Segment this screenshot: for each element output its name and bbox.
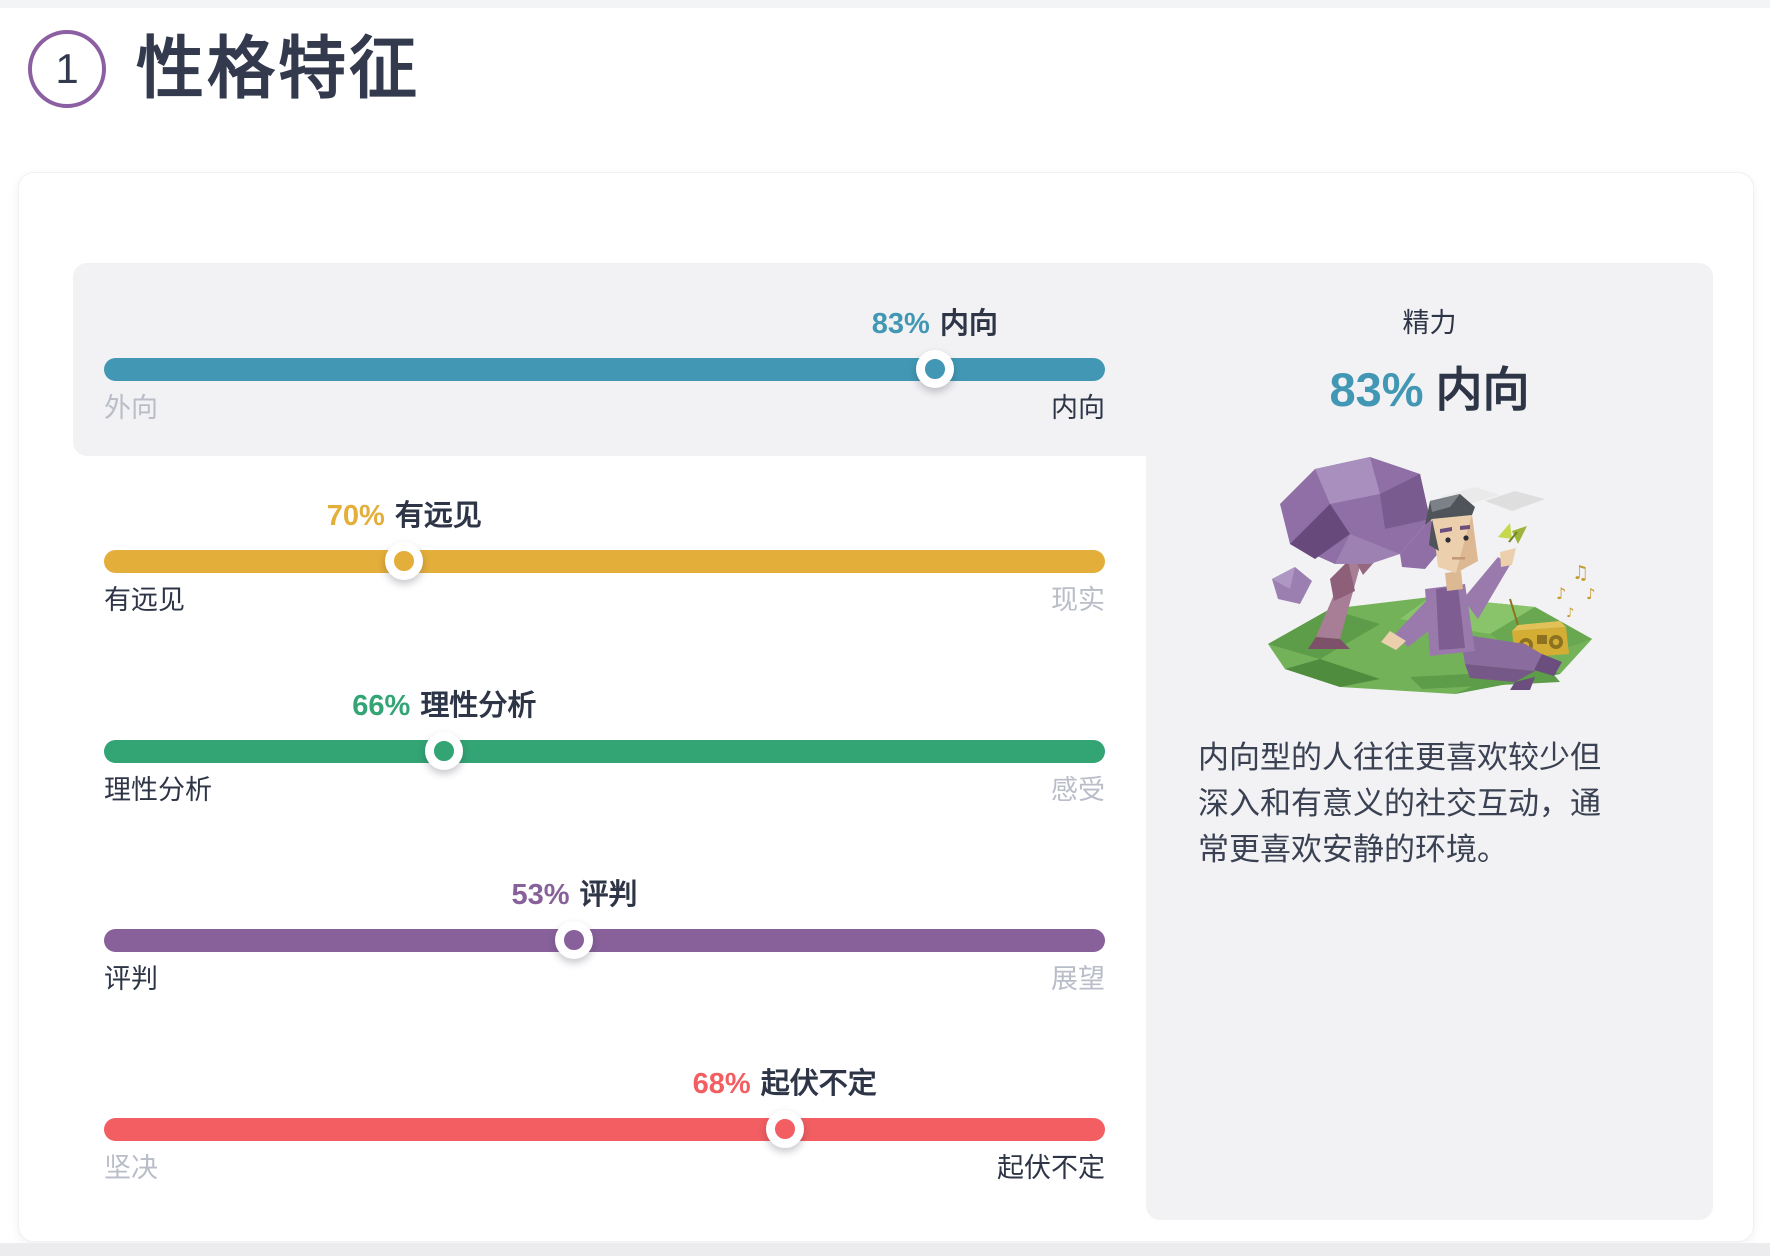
trait-detail-panel: 精力 83% 内向 <box>1146 263 1713 1220</box>
introvert-illustration: ♪ ♫ ♪ ♪ <box>1267 457 1596 694</box>
svg-text:♪: ♪ <box>1566 606 1574 621</box>
trait-slider-handle[interactable] <box>765 1110 804 1148</box>
trait-dominant-name: 内向 <box>939 308 998 340</box>
trait-description-line: 内向型的人往往更喜欢较少但 <box>1198 740 1601 775</box>
trait-value-label: 70% 有远见 <box>327 498 482 534</box>
page-bottom-divider <box>0 1243 1770 1256</box>
trait-pole-labels: 理性分析 感受 <box>104 774 1105 806</box>
butterfly-icon <box>1497 523 1527 544</box>
trait-right-pole-label: 现实 <box>1051 585 1105 615</box>
trait-pole-labels: 有远见 现实 <box>104 584 1105 616</box>
trait-right-pole-label: 起伏不定 <box>997 1153 1105 1183</box>
trait-percent: 68% <box>692 1068 751 1100</box>
trait-slider-track <box>104 550 1105 573</box>
trait-slider-track <box>104 740 1105 763</box>
trait-left-pole-label: 有远见 <box>104 585 185 615</box>
trait-row: 68% 起伏不定 坚决 起伏不定 <box>104 1066 1105 1183</box>
trait-slider-track <box>104 358 1105 381</box>
trait-description-line: 深入和有意义的社交互动，通 <box>1198 786 1601 821</box>
section-number: 1 <box>55 45 79 92</box>
trait-dominant-name: 起伏不定 <box>760 1068 877 1100</box>
trait-value-label: 68% 起伏不定 <box>693 1066 877 1102</box>
trait-percent: 53% <box>511 879 570 911</box>
trait-row: 83% 内向 外向 内向 <box>104 306 1105 423</box>
trait-value-label: 83% 内向 <box>872 306 998 342</box>
person <box>1380 494 1562 690</box>
panel-result-percent: 83% <box>1329 363 1424 416</box>
trait-slider-handle[interactable] <box>385 542 424 580</box>
trait-pole-labels: 评判 展望 <box>104 963 1105 995</box>
svg-text:♪: ♪ <box>1556 584 1566 603</box>
trait-right-pole-label: 展望 <box>1051 964 1105 994</box>
trait-dominant-name: 评判 <box>579 879 638 911</box>
trait-row: 53% 评判 评判 展望 <box>104 877 1105 994</box>
panel-result-text: 83% 内向 <box>1146 351 1713 420</box>
trait-percent: 66% <box>352 690 411 722</box>
section-header: 1 性格特征 <box>28 30 420 108</box>
trait-pole-labels: 外向 内向 <box>104 392 1105 424</box>
section-number-badge: 1 <box>28 30 106 108</box>
trait-left-pole-label: 坚决 <box>104 1153 158 1183</box>
trait-description-line: 常更喜欢安静的环境。 <box>1198 832 1508 867</box>
trait-value-label: 53% 评判 <box>511 877 637 913</box>
page-title: 性格特征 <box>136 31 421 107</box>
trait-row: 70% 有远见 有远见 现实 <box>104 498 1105 615</box>
trait-slider-track <box>104 1118 1105 1141</box>
trait-pole-labels: 坚决 起伏不定 <box>104 1152 1105 1184</box>
trait-description: 内向型的人往往更喜欢较少但 深入和有意义的社交互动，通 常更喜欢安静的环境。 <box>1198 735 1648 873</box>
trait-percent: 70% <box>326 500 385 532</box>
music-notes: ♪ ♫ ♪ ♪ <box>1556 562 1596 621</box>
trait-value-label: 66% 理性分析 <box>352 688 536 724</box>
tree <box>1271 457 1446 649</box>
traits-card: 精力 83% 内向 <box>18 172 1754 1242</box>
trait-left-pole-label: 理性分析 <box>104 775 212 805</box>
trait-right-pole-label: 感受 <box>1051 775 1105 805</box>
trait-dominant-name: 理性分析 <box>420 690 537 722</box>
trait-percent: 83% <box>871 308 930 340</box>
svg-text:♫: ♫ <box>1572 562 1589 584</box>
trait-left-pole-label: 外向 <box>104 393 158 423</box>
trait-left-pole-label: 评判 <box>104 964 158 994</box>
trait-slider-handle[interactable] <box>425 732 464 770</box>
page-top-divider <box>0 0 1770 8</box>
trait-slider-handle[interactable] <box>555 921 594 959</box>
trait-right-pole-label: 内向 <box>1051 393 1105 423</box>
trait-dominant-name: 有远见 <box>394 500 482 532</box>
trait-row: 66% 理性分析 理性分析 感受 <box>104 688 1105 805</box>
svg-text:♪: ♪ <box>1586 585 1596 603</box>
panel-category-label: 精力 <box>1402 308 1457 338</box>
trait-slider-handle[interactable] <box>915 350 954 388</box>
trait-slider-track <box>104 929 1105 952</box>
panel-result-trait: 内向 <box>1435 363 1530 416</box>
